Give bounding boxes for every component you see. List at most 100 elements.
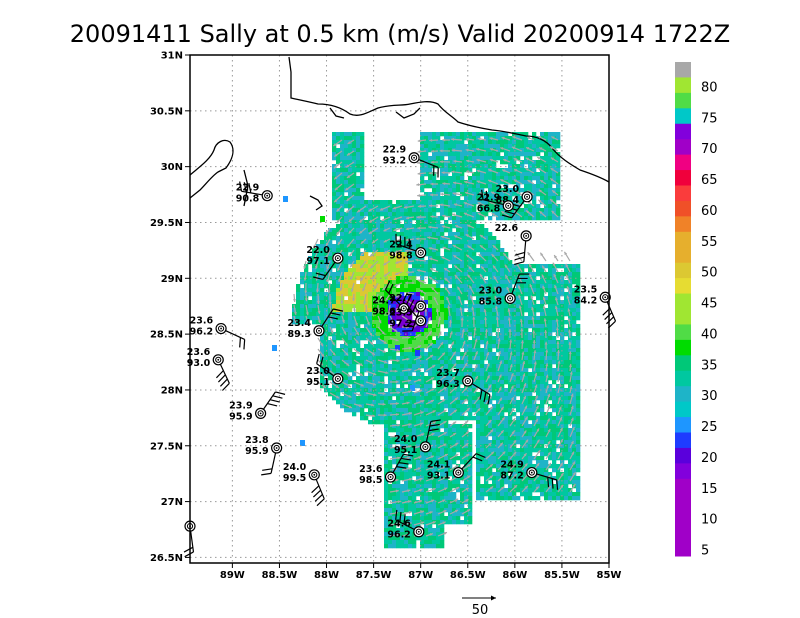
swath-cell [524,284,529,289]
swath-cell [504,320,509,325]
swath-cell [388,428,393,433]
swath-cell [492,476,497,481]
swath-cell [400,340,405,345]
swath-cell [532,208,537,213]
swath-cell [348,292,353,297]
swath-cell [524,144,529,149]
swath-cell [504,304,509,309]
swath-cell [432,220,437,225]
swath-cell [304,268,309,273]
swath-cell [468,272,473,277]
swath-cell [312,292,317,297]
swath-cell [496,184,501,189]
swath-cell [484,432,489,437]
swath-cell [364,352,369,357]
swath-cell [504,196,509,201]
swath-cell [516,268,521,273]
swath-cell [520,364,525,369]
swath-cell [428,356,433,361]
swath-cell [352,236,357,241]
swath-cell [372,316,377,321]
swath-cell [492,432,497,437]
swath-cell [432,272,437,277]
swath-cell [432,368,437,373]
swath-cell [524,424,529,429]
swath-cell [380,308,385,313]
swath-cell [448,496,453,501]
swath-cell [516,316,521,321]
swath-cell [524,316,529,321]
swath-cell [444,436,449,441]
swath-cell [408,272,413,277]
swath-cell [360,380,365,385]
swath-cell [464,252,469,257]
swath-cell [412,496,417,501]
swath-cell [540,280,545,285]
swath-cell [496,152,501,157]
swath-cell [488,468,493,473]
swath-cell [496,420,501,425]
swath-cell [480,236,485,241]
swath-cell [544,492,549,497]
swath-cell [544,452,549,457]
swath-cell [352,172,357,177]
swath-cell [356,244,361,249]
swath-cell [492,324,497,329]
swath-cell [508,144,513,149]
swath-cell [344,312,349,317]
swath-cell [340,312,345,317]
swath-cell [364,208,369,213]
swath-cell [516,140,521,145]
swath-cell [540,348,545,353]
swath-cell [452,204,457,209]
swath-cell [424,236,429,241]
swath-cell [392,332,397,337]
swath-cell [396,336,401,341]
swath-cell [388,540,393,545]
swath-cell [420,388,425,393]
swath-cell [412,520,417,525]
swath-cell [344,380,349,385]
swath-cell [492,492,497,497]
swath-cell [468,516,473,521]
swath-cell [544,336,549,341]
swath-cell [540,312,545,317]
swath-cell [548,312,553,317]
swath-cell [500,428,505,433]
swath-cell [420,440,425,445]
swath-cell [540,164,545,169]
swath-cell [412,488,417,493]
swath-cell [448,396,453,401]
swath-cell [392,492,397,497]
swath-cell [336,388,341,393]
swath-cell [460,216,465,221]
swath-cell [480,304,485,309]
swath-cell [444,136,449,141]
swath-cell [500,144,505,149]
swath-cell [408,540,413,545]
swath-cell [460,172,465,177]
swath-cell [396,492,401,497]
swath-cell [364,256,369,261]
swath-cell [404,288,409,293]
swath-cell [516,200,521,205]
swath-cell [536,456,541,461]
swath-cell [360,412,365,417]
swath-cell [484,384,489,389]
swath-cell [460,140,465,145]
swath-cell [488,336,493,341]
swath-cell [480,444,485,449]
swath-cell [472,216,477,221]
swath-cell [348,132,353,137]
swath-cell [512,496,517,501]
swath-cell [388,416,393,421]
swath-cell [424,336,429,341]
swath-cell [512,280,517,285]
swath-cell [388,356,393,361]
swath-cell [548,456,553,461]
swath-cell [440,156,445,161]
swath-cell [500,352,505,357]
swath-cell [508,172,513,177]
swath-cell [420,508,425,513]
swath-cell [464,396,469,401]
